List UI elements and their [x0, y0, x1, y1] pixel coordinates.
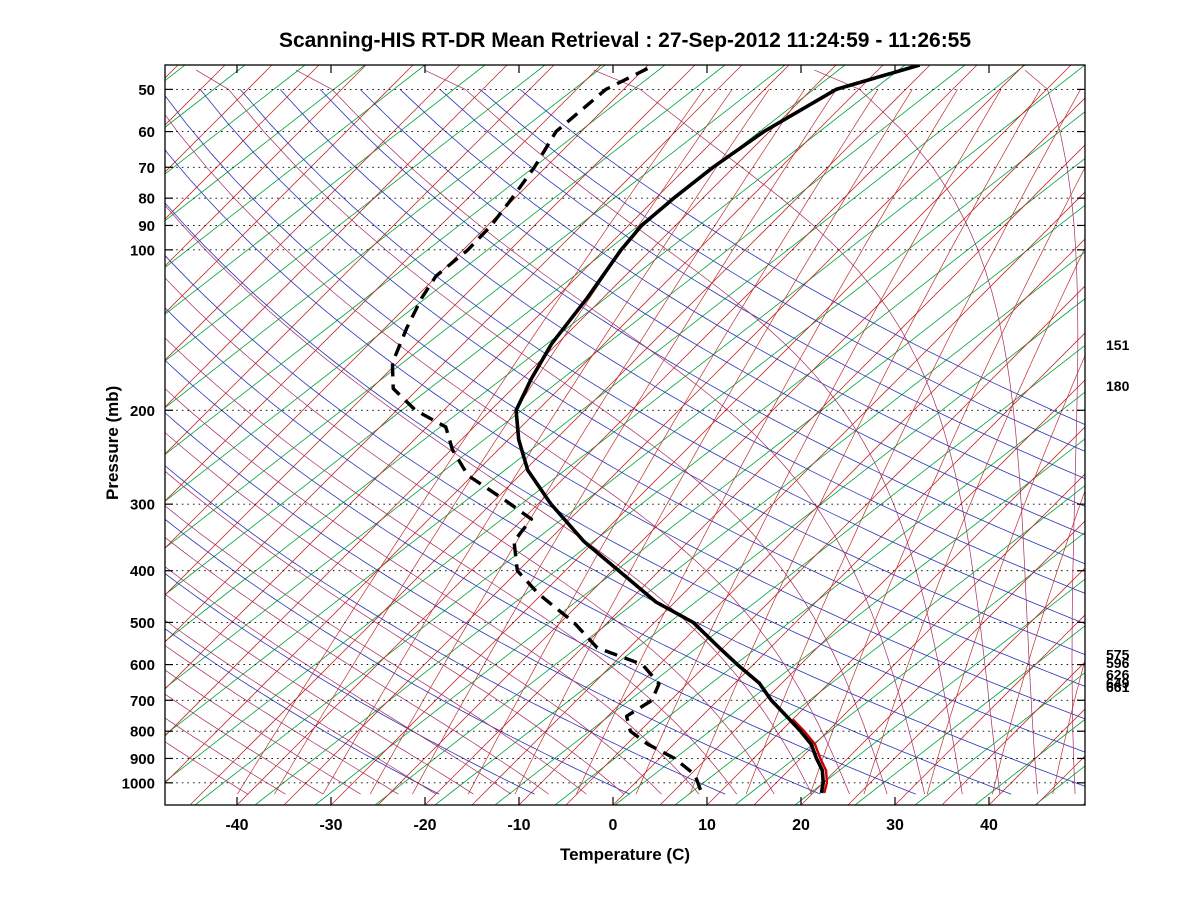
isotherm-lines	[165, 65, 1085, 805]
y-axis-label: Pressure (mb)	[103, 385, 122, 500]
x-tick-label: -20	[413, 817, 436, 834]
x-tick-label: -40	[225, 817, 248, 834]
axis-ticks	[165, 65, 1085, 805]
y-tick-label: 400	[130, 563, 155, 580]
y-tick-label: 1000	[122, 775, 155, 792]
pressure-level-annotation: 180	[1106, 378, 1130, 394]
y-tick-labels: 50 60 70 80 90 100 200 300 400 500 600 700 800 900 100…	[122, 82, 155, 792]
pressure-level-annotation: 596	[1106, 655, 1130, 671]
temperature-red-underlay-curve	[791, 718, 829, 794]
chart-title: Scanning-HIS RT-DR Mean Retrieval : 27-S…	[278, 29, 972, 52]
sounding-profiles	[390, 65, 921, 794]
y-tick-label: 900	[130, 751, 155, 768]
moist-adiabat-lines	[165, 69, 1079, 795]
x-tick-label: 20	[792, 817, 810, 834]
y-tick-label: 200	[130, 403, 155, 420]
x-tick-label: -30	[319, 817, 342, 834]
y-tick-label: 500	[130, 615, 155, 632]
x-tick-label: -10	[507, 817, 530, 834]
green-isopleth-lines	[165, 65, 1085, 805]
y-tick-label: 800	[130, 724, 155, 741]
pressure-level-annotation: 649	[1106, 675, 1130, 691]
x-tick-label: 30	[886, 817, 904, 834]
pressure-level-annotation: 626	[1106, 666, 1130, 682]
x-tick-labels: -40 -30 -20 -10 0 10 20 30 40	[225, 817, 998, 834]
mixing-ratio-lines	[237, 89, 1085, 795]
y-tick-label: 70	[138, 160, 155, 177]
dew-point-curve	[390, 65, 703, 791]
pressure-level-annotation: 661	[1106, 679, 1130, 695]
temperature-curve	[514, 65, 921, 794]
pressure-level-annotation: 575	[1106, 647, 1130, 663]
x-tick-label: 10	[698, 817, 716, 834]
y-tick-label: 80	[138, 191, 155, 208]
y-tick-label: 50	[138, 82, 155, 99]
y-tick-label: 300	[130, 497, 155, 514]
plot-frame	[164, 64, 1086, 806]
x-tick-label: 40	[980, 817, 998, 834]
y-tick-label: 60	[138, 124, 155, 141]
x-axis-label: Temperature (C)	[559, 845, 691, 864]
y-tick-label: 90	[138, 218, 155, 235]
y-tick-label: 700	[130, 693, 155, 710]
skewt-plot-area	[165, 65, 1085, 805]
pressure-gridlines	[165, 88, 1085, 784]
x-tick-label: 0	[609, 817, 618, 834]
pressure-level-annotation: 151	[1106, 337, 1130, 353]
y-tick-label: 100	[130, 242, 155, 259]
y-tick-label: 600	[130, 657, 155, 674]
